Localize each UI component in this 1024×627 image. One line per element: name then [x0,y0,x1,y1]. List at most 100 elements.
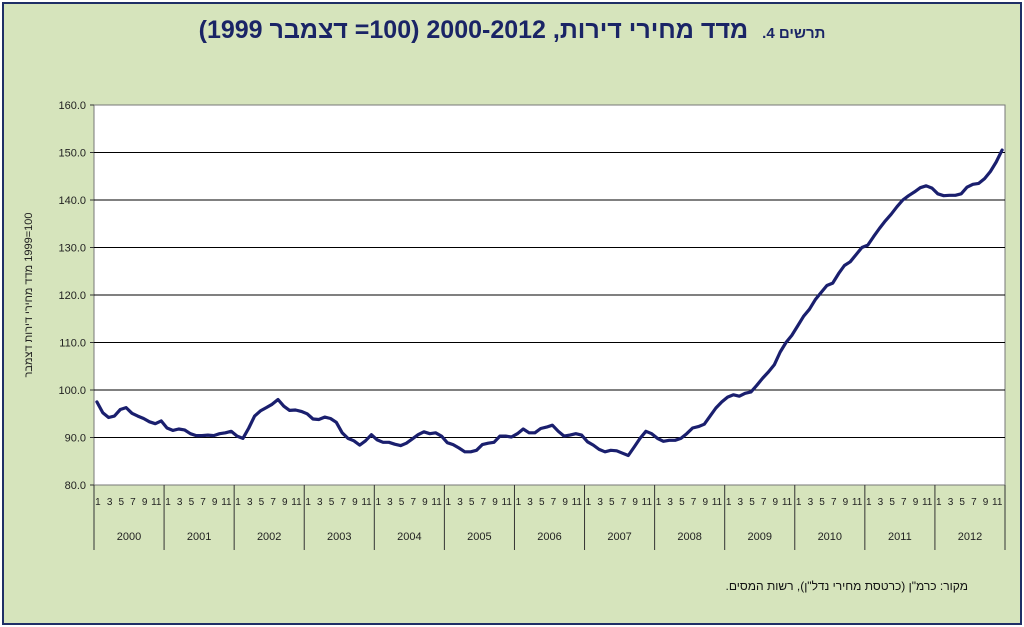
month-tick-label: 11 [361,497,372,508]
month-tick-label: 11 [151,497,162,508]
month-tick-label: 7 [621,497,627,508]
year-label: 2002 [257,531,281,543]
month-tick-label: 5 [679,497,685,508]
month-tick-label: 5 [118,497,124,508]
month-tick-label: 3 [387,497,393,508]
month-tick-label: 9 [983,497,989,508]
y-tick-label: 120.0 [58,290,86,302]
month-tick-label: 7 [691,497,697,508]
month-tick-label: 11 [572,497,583,508]
month-tick-label: 9 [142,497,148,508]
month-tick-label: 1 [165,497,171,508]
month-tick-label: 11 [221,497,232,508]
month-tick-label: 3 [317,497,323,508]
month-tick-label: 7 [200,497,206,508]
y-tick-label: 140.0 [58,195,86,207]
month-tick-label: 9 [632,497,638,508]
month-tick-label: 11 [502,497,513,508]
month-tick-label: 7 [761,497,767,508]
month-tick-label: 7 [130,497,136,508]
month-tick-label: 11 [922,497,933,508]
y-tick-label: 80.0 [65,480,86,492]
month-tick-label: 3 [597,497,603,508]
month-tick-label: 3 [948,497,954,508]
month-tick-label: 9 [843,497,849,508]
month-tick-label: 1 [446,497,452,508]
month-tick-label: 9 [422,497,428,508]
month-tick-label: 3 [808,497,814,508]
title-text: מדד מחירי דירות, 2000-2012 (100= דצמבר 1… [198,16,749,44]
month-tick-label: 9 [773,497,779,508]
y-tick-label: 130.0 [58,243,86,255]
month-tick-label: 7 [270,497,276,508]
month-tick-label: 3 [457,497,463,508]
month-tick-label: 1 [726,497,732,508]
year-label: 2008 [677,531,701,543]
month-tick-label: 7 [901,497,907,508]
month-tick-label: 3 [878,497,884,508]
month-tick-label: 1 [516,497,522,508]
month-tick-label: 1 [866,497,872,508]
month-tick-label: 7 [481,497,487,508]
chart-title: תרשים 4. מדד מחירי דירות, 2000-2012 (100=… [4,16,1020,45]
month-tick-label: 11 [291,497,302,508]
month-tick-label: 7 [410,497,416,508]
month-tick-label: 1 [796,497,802,508]
year-label: 2007 [607,531,631,543]
month-tick-label: 11 [642,497,653,508]
month-tick-label: 1 [95,497,101,508]
year-label: 2006 [537,531,561,543]
month-tick-label: 5 [539,497,545,508]
month-tick-label: 9 [492,497,498,508]
month-tick-label: 9 [212,497,218,508]
month-tick-label: 1 [586,497,592,508]
month-tick-label: 5 [749,497,755,508]
month-tick-label: 5 [889,497,895,508]
month-tick-label: 7 [831,497,837,508]
month-tick-label: 9 [282,497,288,508]
year-label: 2011 [888,531,912,543]
month-tick-label: 7 [340,497,346,508]
month-tick-label: 5 [819,497,825,508]
month-tick-label: 1 [235,497,241,508]
y-tick-label: 110.0 [59,338,86,350]
month-tick-label: 5 [399,497,405,508]
figure-number: תרשים 4. [762,25,826,42]
y-tick-label: 160.0 [58,100,86,112]
month-tick-label: 1 [656,497,662,508]
month-tick-label: 7 [971,497,977,508]
month-tick-label: 3 [527,497,533,508]
month-tick-label: 5 [609,497,615,508]
month-tick-label: 5 [329,497,335,508]
month-tick-label: 3 [738,497,744,508]
month-tick-label: 5 [189,497,195,508]
month-tick-label: 3 [177,497,183,508]
month-tick-label: 3 [107,497,113,508]
month-tick-label: 9 [562,497,568,508]
month-tick-label: 9 [913,497,919,508]
month-tick-label: 7 [551,497,557,508]
year-label: 2004 [397,531,421,543]
year-label: 2010 [818,531,842,543]
series-line [95,148,1004,458]
source-note: מקור: כרמ"ן (כרטסת מחירי נדל"ן), רשות המ… [725,579,968,593]
month-tick-label: 11 [431,497,442,508]
year-label: 2009 [747,531,771,543]
month-tick-label: 5 [469,497,475,508]
y-tick-label: 100.0 [58,385,86,397]
month-tick-label: 5 [259,497,265,508]
month-tick-label: 11 [992,497,1003,508]
month-tick-label: 3 [667,497,673,508]
month-tick-label: 1 [936,497,942,508]
month-tick-label: 3 [247,497,253,508]
y-tick-label: 90.0 [65,433,86,445]
year-label: 2001 [187,531,211,543]
y-axis-label: 100=1999 מדד מחירי דירות דצמבר [23,212,35,377]
month-tick-label: 11 [782,497,793,508]
year-label: 2000 [117,531,141,543]
month-tick-label: 9 [352,497,358,508]
month-tick-label: 1 [305,497,311,508]
month-tick-label: 5 [959,497,965,508]
year-label: 2003 [327,531,351,543]
